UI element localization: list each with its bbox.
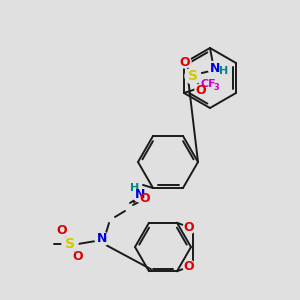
- Text: N: N: [210, 61, 220, 74]
- Circle shape: [208, 61, 222, 75]
- Circle shape: [183, 260, 195, 272]
- Circle shape: [133, 188, 147, 202]
- Text: H: H: [130, 183, 140, 193]
- Text: S: S: [188, 69, 198, 83]
- Circle shape: [95, 232, 109, 246]
- Text: N: N: [97, 232, 107, 245]
- Circle shape: [183, 222, 195, 234]
- Text: O: O: [180, 56, 190, 68]
- Circle shape: [56, 225, 68, 237]
- Circle shape: [62, 236, 78, 252]
- Text: O: O: [184, 221, 194, 234]
- Circle shape: [139, 193, 151, 205]
- Text: H: H: [219, 66, 229, 76]
- Text: O: O: [184, 260, 194, 273]
- Text: O: O: [57, 224, 67, 238]
- Text: O: O: [73, 250, 83, 263]
- Text: 3: 3: [213, 83, 219, 92]
- Circle shape: [72, 251, 84, 263]
- Text: N: N: [135, 188, 145, 202]
- Circle shape: [185, 68, 201, 84]
- Circle shape: [179, 56, 191, 68]
- Text: CF: CF: [200, 79, 216, 89]
- Text: O: O: [140, 193, 150, 206]
- Circle shape: [195, 84, 207, 96]
- Text: O: O: [196, 83, 206, 97]
- Text: S: S: [65, 237, 75, 251]
